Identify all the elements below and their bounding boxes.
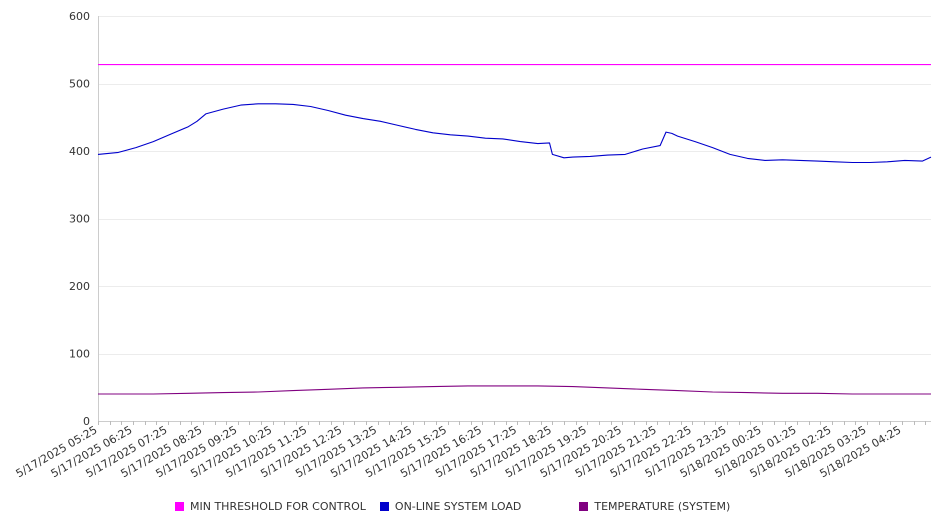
y-tick-label: 300 [69, 213, 90, 226]
y-tick-label: 100 [69, 348, 90, 361]
legend-swatch-system-load [379, 501, 389, 511]
legend-swatch-min-threshold [175, 501, 184, 511]
legend-item-min-threshold[interactable]: MIN THRESHOLD FOR CONTROL [175, 500, 366, 513]
x-tick-labels: 5/17/2025 05:255/17/2025 06:255/17/2025 … [14, 423, 904, 480]
grid-lines [98, 16, 931, 355]
legend-swatch-temperature [579, 501, 589, 511]
legend-label-min-threshold: MIN THRESHOLD FOR CONTROL [190, 499, 366, 513]
legend-label-system-load: ON-LINE SYSTEM LOAD [394, 499, 522, 513]
legend-label-temperature: TEMPERATURE (SYSTEM) [594, 499, 731, 513]
series-lines [97, 64, 932, 395]
legend-item-system-load[interactable]: ON-LINE SYSTEM LOAD [379, 499, 522, 513]
axes [98, 16, 931, 425]
series-temperature [98, 385, 931, 395]
y-tick-label: 200 [69, 280, 90, 293]
series-system-load [97, 103, 932, 164]
y-tick-label: 0 [83, 415, 90, 428]
y-tick-label: 400 [69, 145, 90, 158]
legend: MIN THRESHOLD FOR CONTROL ON-LINE SYSTEM… [175, 498, 744, 514]
legend-item-temperature[interactable]: TEMPERATURE (SYSTEM) [579, 500, 730, 513]
y-tick-labels: 0 100 200 300 400 500 600 [69, 10, 90, 428]
y-tick-label: 500 [69, 78, 90, 91]
y-tick-label: 600 [69, 10, 90, 23]
